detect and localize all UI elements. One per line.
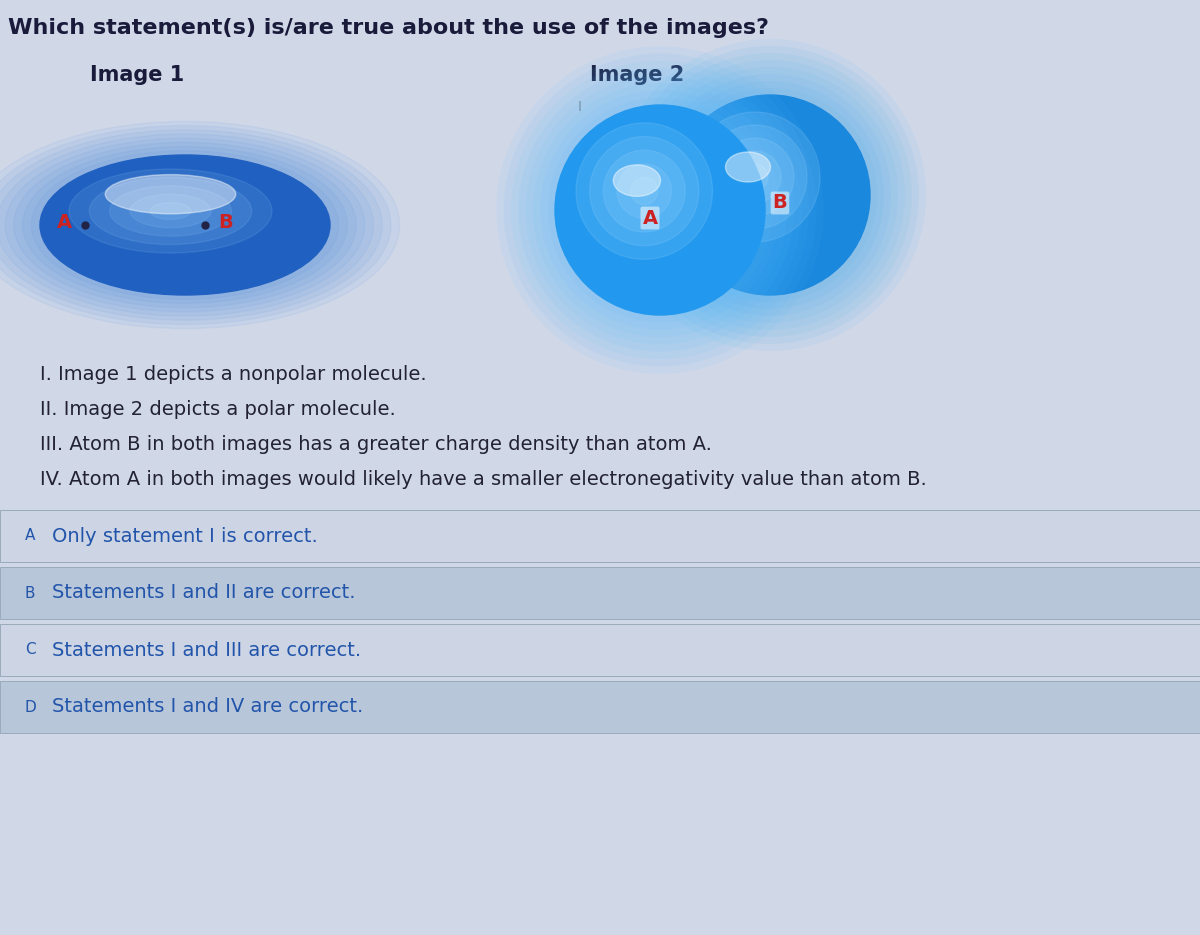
Text: IV. Atom A in both images would likely have a smaller electronegativity value th: IV. Atom A in both images would likely h… [40,470,926,489]
Circle shape [703,125,808,229]
Text: II. Image 2 depicts a polar molecule.: II. Image 2 depicts a polar molecule. [40,400,396,419]
Circle shape [554,105,766,315]
Text: Statements I and IV are correct.: Statements I and IV are correct. [52,698,364,716]
Ellipse shape [70,169,272,253]
Ellipse shape [726,152,770,182]
Text: Which statement(s) is/are true about the use of the images?: Which statement(s) is/are true about the… [8,18,769,38]
Circle shape [589,137,698,246]
Text: Only statement I is correct.: Only statement I is correct. [52,526,318,545]
Text: Image 2: Image 2 [590,65,684,85]
Circle shape [617,164,672,219]
Circle shape [540,91,780,330]
Circle shape [670,95,870,295]
Ellipse shape [0,122,400,328]
Text: D: D [25,699,37,714]
Text: A: A [642,209,658,227]
Circle shape [526,76,794,344]
Ellipse shape [14,142,356,308]
Text: B: B [25,585,36,600]
Text: Image 1: Image 1 [90,65,185,85]
Text: III. Atom B in both images has a greater charge density than atom A.: III. Atom B in both images has a greater… [40,435,712,454]
Text: B: B [773,194,787,212]
Circle shape [547,97,773,323]
Circle shape [631,178,658,205]
Circle shape [533,83,787,337]
Ellipse shape [106,175,235,214]
Ellipse shape [23,147,348,303]
Circle shape [576,122,713,259]
Circle shape [497,46,823,374]
Circle shape [690,112,820,242]
Circle shape [662,88,877,302]
Ellipse shape [613,165,660,196]
Text: I. Image 1 depicts a nonpolar molecule.: I. Image 1 depicts a nonpolar molecule. [40,365,427,384]
Circle shape [642,67,898,323]
Ellipse shape [130,194,211,228]
FancyBboxPatch shape [0,624,1200,676]
Ellipse shape [109,186,232,237]
Ellipse shape [0,125,391,324]
Ellipse shape [5,138,365,311]
Text: A: A [25,528,35,543]
Text: B: B [218,213,233,233]
FancyBboxPatch shape [0,681,1200,733]
Circle shape [518,68,802,352]
Text: Statements I and II are correct.: Statements I and II are correct. [52,583,355,602]
Circle shape [504,53,816,367]
Text: Statements I and III are correct.: Statements I and III are correct. [52,640,361,659]
Ellipse shape [40,155,330,295]
Circle shape [604,151,685,232]
Circle shape [649,74,890,316]
Ellipse shape [89,178,252,245]
Circle shape [730,151,781,203]
Circle shape [656,81,884,309]
Circle shape [716,138,794,216]
Circle shape [511,61,809,359]
Text: A: A [56,213,72,233]
FancyBboxPatch shape [0,510,1200,562]
Ellipse shape [31,151,338,299]
Ellipse shape [150,203,191,220]
Circle shape [614,39,926,351]
Ellipse shape [0,130,382,320]
Circle shape [742,164,768,190]
Circle shape [635,60,905,330]
Circle shape [622,46,919,344]
Ellipse shape [0,134,373,316]
FancyBboxPatch shape [0,567,1200,619]
Text: I: I [578,100,582,114]
Text: C: C [25,642,36,657]
Circle shape [628,53,912,337]
